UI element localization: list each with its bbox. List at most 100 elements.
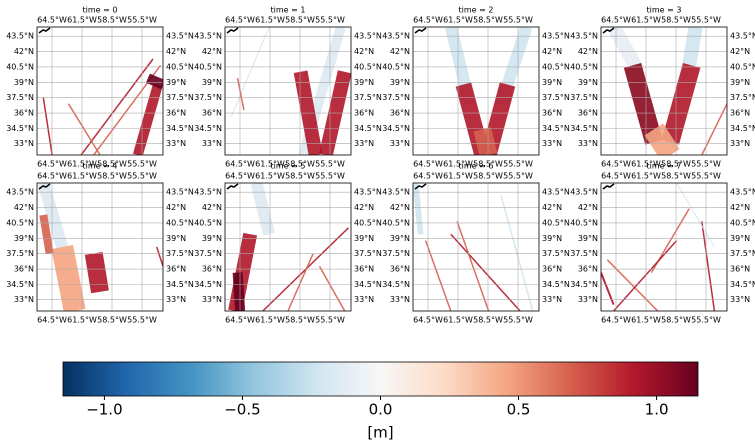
x-tick-label: 58.5°W	[285, 316, 315, 325]
y-tick-label: 34.5°N	[542, 280, 570, 289]
x-tick-label: 64.5°W	[413, 16, 443, 25]
map-panel: 64.5°W64.5°W61.5°W61.5°W58.5°W58.5°W55.5…	[6, 162, 194, 325]
panel-title: time = 0	[83, 6, 118, 15]
y-tick-label: 42°N	[578, 203, 598, 212]
map-panel: 64.5°W64.5°W61.5°W61.5°W58.5°W58.5°W55.5…	[6, 6, 194, 169]
y-tick-label: 42°N	[354, 47, 374, 56]
map-panel: 64.5°W64.5°W61.5°W61.5°W58.5°W58.5°W55.5…	[570, 162, 755, 325]
x-tick-label: 61.5°W	[255, 172, 285, 181]
x-tick-label: 64.5°W	[601, 316, 631, 325]
y-tick-label: 43.5°N	[730, 32, 755, 41]
x-tick-label: 58.5°W	[473, 316, 503, 325]
map-frame	[224, 182, 352, 312]
y-tick-label: 33°N	[202, 139, 222, 148]
x-tick-label: 55.5°W	[315, 16, 345, 25]
y-tick-label: 34.5°N	[542, 124, 570, 133]
y-tick-label: 43.5°N	[354, 32, 382, 41]
y-tick-label: 43.5°N	[382, 188, 410, 197]
y-tick-label: 40.5°N	[382, 218, 410, 227]
x-tick-label: 64.5°W	[413, 316, 443, 325]
track	[682, 27, 703, 67]
track	[456, 221, 490, 311]
y-tick-label: 40.5°N	[194, 218, 222, 227]
y-tick-label: 39°N	[14, 234, 34, 243]
y-tick-label: 37.5°N	[570, 93, 598, 102]
y-tick-label: 33°N	[166, 139, 186, 148]
y-tick-label: 36°N	[578, 265, 598, 274]
satellite-tracks	[414, 27, 533, 155]
x-tick-label: 64.5°W	[225, 16, 255, 25]
x-tick-label: 55.5°W	[315, 316, 345, 325]
x-tick-label: 58.5°W	[661, 172, 691, 181]
y-tick-label: 39°N	[730, 234, 750, 243]
x-tick-label: 58.5°W	[97, 16, 127, 25]
map-frame	[36, 26, 164, 156]
y-tick-label: 42°N	[202, 203, 222, 212]
satellite-tracks	[37, 183, 163, 311]
coastline	[602, 27, 615, 34]
track	[413, 183, 424, 235]
y-tick-label: 43.5°N	[194, 188, 222, 197]
y-tick-label: 37.5°N	[6, 93, 34, 102]
y-tick-label: 39°N	[202, 78, 222, 87]
y-tick-label: 37.5°N	[382, 93, 410, 102]
y-tick-label: 33°N	[578, 139, 598, 148]
colorbar-tick-label: −1.0	[86, 401, 122, 419]
track	[80, 58, 154, 155]
y-tick-label: 36°N	[578, 109, 598, 118]
x-tick-label: 61.5°W	[255, 16, 285, 25]
x-tick-label: 61.5°W	[443, 316, 473, 325]
x-tick-label: 64.5°W	[413, 172, 443, 181]
y-tick-label: 34.5°N	[166, 124, 194, 133]
track	[701, 221, 716, 311]
y-tick-label: 34.5°N	[570, 124, 598, 133]
y-tick-label: 33°N	[354, 139, 374, 148]
x-tick-label: 64.5°W	[413, 160, 443, 169]
y-tick-label: 39°N	[166, 78, 186, 87]
track	[661, 62, 701, 145]
y-tick-label: 33°N	[166, 295, 186, 304]
satellite-tracks	[413, 183, 534, 311]
y-tick-label: 34.5°N	[730, 280, 755, 289]
y-tick-label: 39°N	[578, 78, 598, 87]
x-tick-label: 64.5°W	[37, 160, 67, 169]
track	[37, 183, 68, 249]
track	[67, 103, 101, 155]
track	[473, 127, 498, 155]
y-tick-label: 37.5°N	[542, 249, 570, 258]
colorbar-tick-label: 0.5	[507, 401, 531, 419]
map-frame	[224, 26, 352, 156]
y-tick-label: 36°N	[354, 109, 374, 118]
x-tick-label: 61.5°W	[631, 316, 661, 325]
map-frame	[412, 182, 540, 312]
x-tick-label: 58.5°W	[285, 16, 315, 25]
track	[644, 123, 680, 155]
y-tick-label: 36°N	[166, 109, 186, 118]
x-tick-label: 64.5°W	[601, 160, 631, 169]
coastline	[38, 27, 51, 34]
x-tick-label: 58.5°W	[661, 316, 691, 325]
map-panel: 64.5°W64.5°W61.5°W61.5°W58.5°W58.5°W55.5…	[382, 6, 570, 169]
colorbar-label: [m]	[367, 424, 393, 440]
track	[424, 240, 452, 311]
y-tick-label: 37.5°N	[570, 249, 598, 258]
y-tick-label: 37.5°N	[542, 93, 570, 102]
x-tick-label: 61.5°W	[67, 316, 97, 325]
track	[676, 183, 715, 248]
track	[155, 246, 163, 267]
y-tick-label: 33°N	[542, 295, 562, 304]
map-frame	[412, 26, 540, 156]
x-tick-label: 55.5°W	[315, 160, 345, 169]
x-tick-label: 58.5°W	[97, 316, 127, 325]
y-tick-label: 33°N	[390, 295, 410, 304]
track	[145, 73, 163, 90]
y-tick-label: 40.5°N	[542, 62, 570, 71]
panel-title: time = 4	[83, 162, 118, 171]
y-tick-label: 42°N	[390, 47, 410, 56]
y-tick-label: 33°N	[542, 139, 562, 148]
y-tick-label: 37.5°N	[166, 249, 194, 258]
y-tick-label: 34.5°N	[382, 280, 410, 289]
map-frame	[36, 182, 164, 312]
x-tick-label: 58.5°W	[97, 160, 127, 169]
y-tick-label: 36°N	[202, 109, 222, 118]
